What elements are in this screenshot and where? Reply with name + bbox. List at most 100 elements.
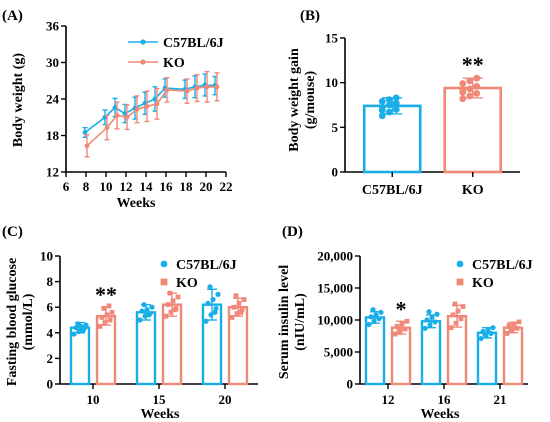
- panel-a-point: [122, 111, 128, 116]
- panel-d-data-point: [368, 314, 374, 320]
- panel-a-x-tick-label: 12: [120, 179, 133, 194]
- panel-c-data-point: [97, 324, 103, 329]
- panel-b-category-label: C57BL/6J: [362, 183, 423, 198]
- panel-c-data-point: [75, 321, 81, 327]
- panel-a-y-tick-label: 30: [46, 55, 59, 70]
- panel-d-x-tick-label: 12: [382, 392, 395, 407]
- panel-c-y-tick-label: 4: [47, 325, 54, 340]
- panel-a-point: [214, 84, 220, 90]
- panel-c-bar-chart: (C) Fasting blood glucose (mmol/L) Weeks…: [2, 224, 258, 422]
- panel-d-y-tick-label: 0: [347, 377, 354, 392]
- panel-c-y-tick-label: 8: [47, 274, 54, 289]
- panel-c-data-point: [109, 309, 115, 315]
- panel-c-ylabel: Fasting blood glucose: [5, 258, 20, 386]
- panel-a-point: [144, 103, 150, 109]
- panel-c-label: (C): [2, 224, 23, 240]
- panel-b-category-label: KO: [462, 183, 484, 198]
- panel-c-y-tick-label: 10: [40, 249, 53, 264]
- panel-c-data-point: [102, 320, 108, 325]
- panel-d-data-point: [488, 330, 494, 337]
- panel-a-point: [114, 113, 120, 118]
- panel-b-data-point: [466, 92, 474, 100]
- panel-d-data-point: [452, 301, 458, 307]
- panel-d-data-point: [432, 319, 438, 325]
- panel-a-point: [154, 101, 160, 107]
- panel-c-data-point: [167, 290, 173, 296]
- panel-a-x-tick-label: 22: [220, 179, 233, 194]
- panel-c-data-point: [203, 318, 209, 324]
- panel-c-data-point: [231, 304, 237, 310]
- panel-d-data-point: [485, 327, 491, 333]
- panel-d-data-point: [373, 312, 379, 318]
- panel-c-data-point: [83, 322, 89, 328]
- panel-c-data-point: [139, 308, 145, 314]
- panel-b-data-point: [466, 85, 474, 93]
- panel-d-data-point: [478, 335, 484, 342]
- panel-d-data-point: [404, 318, 410, 324]
- panel-c-data-point: [233, 293, 239, 299]
- panel-d-data-point: [392, 331, 398, 337]
- panel-c-data-point: [170, 298, 176, 304]
- panel-b-significance: **: [462, 52, 484, 77]
- panel-c-data-point: [168, 309, 174, 315]
- panel-a-xlabel: Weeks: [117, 196, 156, 211]
- panel-c-ylabel-unit: (mmol/L): [21, 293, 36, 350]
- panel-c-x-tick-label: 10: [87, 392, 100, 407]
- panel-c-data-point: [106, 303, 112, 309]
- panel-d-ylabel: Serum insulin level: [277, 265, 292, 379]
- panel-c-data-point: [73, 325, 79, 331]
- panel-d-data-point: [482, 332, 488, 338]
- panel-d-y-tick-label: 5,000: [324, 345, 353, 360]
- panel-b-data-point: [392, 94, 400, 102]
- panel-c-bar: [135, 311, 157, 386]
- panel-a-legend-label: KO: [163, 56, 185, 71]
- panel-d-data-point: [402, 326, 408, 332]
- panel-d-data-point: [460, 304, 466, 309]
- panel-d-data-point: [506, 323, 512, 329]
- panel-d-data-point: [427, 322, 433, 328]
- panel-d-label: (D): [282, 224, 303, 240]
- panel-b-data-point: [466, 77, 474, 85]
- panel-c-data-point: [236, 300, 242, 306]
- panel-c-data-point: [212, 309, 218, 315]
- panel-c-legend-label: KO: [176, 276, 198, 291]
- panel-d-legend-marker: [456, 260, 464, 268]
- panel-c-legend-marker: [160, 278, 168, 286]
- panel-d-data-point: [450, 312, 456, 318]
- panel-c-data-point: [208, 312, 214, 318]
- panel-b-data-point: [378, 98, 386, 105]
- panel-b-data-point: [473, 82, 481, 90]
- panel-d-data-point: [504, 331, 510, 336]
- panel-d-bar: [502, 326, 524, 386]
- panel-c-data-point: [104, 312, 110, 318]
- panel-c-y-tick-label: 0: [47, 377, 54, 392]
- panel-c-data-point: [107, 317, 113, 323]
- panel-d-data-point: [422, 325, 428, 331]
- panel-d-data-point: [434, 311, 440, 317]
- panel-a-point: [84, 143, 90, 149]
- panel-a-point: [134, 106, 140, 112]
- panel-c-legend-label: C57BL/6J: [176, 258, 237, 273]
- panel-d-data-point: [371, 318, 377, 324]
- panel-d-data-point: [458, 316, 464, 322]
- panel-b-y-tick-label: 10: [325, 75, 338, 90]
- panel-c-data-point: [205, 300, 211, 306]
- panel-c-legend-marker: [160, 260, 168, 268]
- panel-d-legend-label: C57BL/6J: [472, 258, 533, 273]
- panel-a-x-tick-label: 8: [83, 179, 90, 194]
- panel-d-data-point: [394, 324, 400, 329]
- panel-a-point: [204, 84, 210, 90]
- panel-a-y-tick-label: 24: [46, 92, 60, 107]
- panel-d-data-point: [370, 307, 376, 313]
- panel-a-y-tick-label: 36: [46, 19, 60, 34]
- panel-d-data-point: [448, 325, 454, 331]
- panel-a-legend-marker: [140, 39, 146, 45]
- panel-d-data-point: [511, 321, 517, 327]
- panel-c-data-point: [163, 313, 169, 319]
- panel-c-data-point: [146, 312, 152, 318]
- panel-c-data-point: [137, 317, 143, 323]
- panel-a-point: [112, 105, 118, 110]
- panel-c-data-point: [172, 307, 178, 313]
- panel-d-significance: *: [396, 296, 407, 321]
